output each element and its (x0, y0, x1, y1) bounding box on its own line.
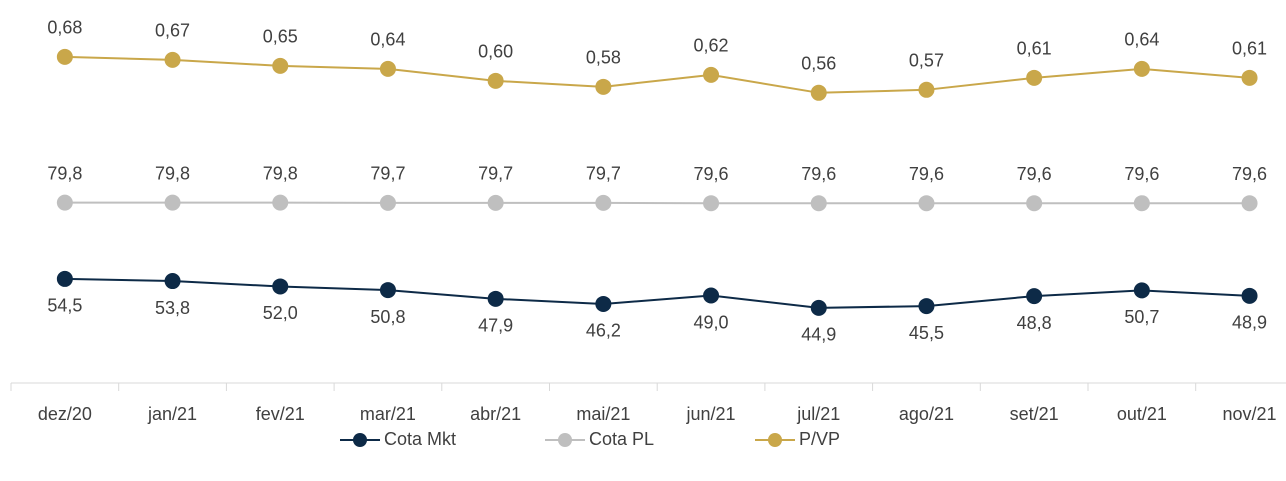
data-label: 46,2 (586, 321, 621, 341)
data-point (56, 194, 73, 211)
legend-swatch-marker (768, 433, 782, 447)
data-label: 79,7 (370, 164, 405, 184)
x-tick-label: set/21 (1010, 404, 1059, 424)
data-label: 0,57 (909, 51, 944, 71)
data-label: 0,64 (370, 30, 405, 50)
data-label: 0,56 (801, 54, 836, 74)
data-label: 48,9 (1232, 313, 1267, 333)
legend-label: P/VP (799, 429, 840, 449)
data-label: 79,8 (47, 163, 82, 183)
data-point (379, 282, 396, 299)
data-point (1133, 282, 1150, 299)
data-point (379, 194, 396, 211)
data-point (1133, 60, 1150, 77)
data-point (272, 278, 289, 295)
data-label: 44,9 (801, 325, 836, 345)
data-point (1241, 287, 1258, 304)
data-label: 45,5 (909, 323, 944, 343)
data-point (1241, 69, 1258, 86)
data-point (272, 194, 289, 211)
data-label: 50,8 (370, 307, 405, 327)
data-label: 79,7 (586, 164, 621, 184)
data-point (703, 195, 720, 212)
data-label: 79,6 (694, 164, 729, 184)
data-label: 0,62 (694, 36, 729, 56)
data-label: 79,7 (478, 164, 513, 184)
data-label: 0,60 (478, 42, 513, 62)
data-label: 50,7 (1124, 307, 1159, 327)
data-label: 53,8 (155, 298, 190, 318)
data-label: 79,8 (263, 163, 298, 183)
data-point (595, 194, 612, 211)
data-point (487, 194, 504, 211)
data-point (272, 57, 289, 74)
data-point (918, 298, 935, 315)
data-point (379, 60, 396, 77)
series-line (64, 55, 1250, 94)
data-point (487, 290, 504, 307)
legend-label: Cota PL (589, 429, 654, 449)
data-label: 52,0 (263, 303, 298, 323)
x-tick-label: ago/21 (899, 404, 954, 424)
data-label: 0,67 (155, 21, 190, 41)
data-point (918, 195, 935, 212)
data-label: 79,6 (1124, 164, 1159, 184)
data-point (595, 78, 612, 95)
x-tick-label: dez/20 (38, 404, 92, 424)
x-tick-label: fev/21 (256, 404, 305, 424)
data-point (56, 48, 73, 65)
data-point (1133, 195, 1150, 212)
data-label: 79,6 (1232, 164, 1267, 184)
data-label: 79,6 (1017, 164, 1052, 184)
data-point (1241, 195, 1258, 212)
series-line (64, 201, 1250, 205)
data-label: 47,9 (478, 316, 513, 336)
x-tick-label: out/21 (1117, 404, 1167, 424)
data-point (1026, 69, 1043, 86)
data-point (164, 194, 181, 211)
x-tick-label: mai/21 (576, 404, 630, 424)
data-point (487, 72, 504, 89)
data-label: 48,8 (1017, 313, 1052, 333)
data-point (810, 299, 827, 316)
data-label: 0,68 (47, 18, 82, 38)
data-label: 0,65 (263, 27, 298, 47)
x-tick-label: mar/21 (360, 404, 416, 424)
data-point (1026, 195, 1043, 212)
data-point (703, 66, 720, 83)
x-tick-label: jul/21 (796, 404, 840, 424)
x-tick-label: nov/21 (1223, 404, 1277, 424)
data-point (56, 270, 73, 287)
data-label: 0,64 (1124, 30, 1159, 50)
legend-label: Cota Mkt (384, 429, 456, 449)
data-point (918, 81, 935, 98)
data-label: 79,6 (909, 164, 944, 184)
x-tick-label: abr/21 (470, 404, 521, 424)
series-line (64, 277, 1250, 309)
data-point (810, 195, 827, 212)
data-point (164, 51, 181, 68)
data-label: 79,6 (801, 164, 836, 184)
data-point (595, 295, 612, 312)
data-point (1026, 288, 1043, 305)
legend-swatch-marker (353, 433, 367, 447)
x-tick-label: jun/21 (686, 404, 736, 424)
data-point (164, 273, 181, 290)
legend-swatch-marker (558, 433, 572, 447)
data-label: 79,8 (155, 163, 190, 183)
x-tick-label: jan/21 (147, 404, 197, 424)
data-label: 0,61 (1232, 39, 1267, 59)
data-label: 0,61 (1017, 39, 1052, 59)
data-point (810, 84, 827, 101)
data-point (703, 287, 720, 304)
data-label: 49,0 (694, 312, 729, 332)
data-label: 54,5 (47, 296, 82, 316)
data-label: 0,58 (586, 48, 621, 68)
